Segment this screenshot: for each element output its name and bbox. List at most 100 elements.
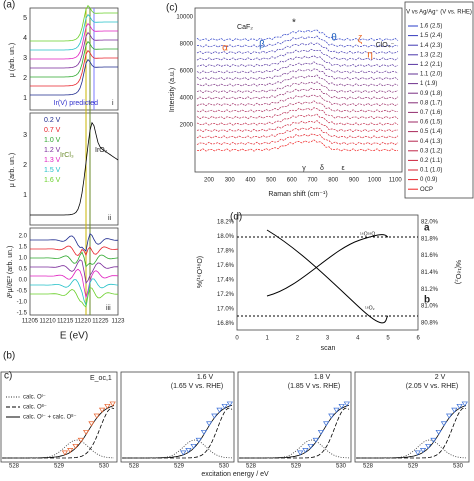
marker — [430, 437, 437, 443]
component — [122, 439, 233, 459]
tick-label: 3 — [23, 132, 27, 139]
tick-label: 0.5 — [19, 267, 28, 273]
spectrum — [30, 31, 118, 69]
y-label: ∂²μ/∂E² (arb. un.) — [7, 246, 14, 299]
tick-label: 4 — [23, 35, 27, 42]
tick-label: 17.6% — [217, 263, 235, 269]
legend-entry: OCP — [420, 187, 433, 193]
legend-entry: 0.8 (1.7) — [420, 100, 442, 106]
curve — [266, 229, 389, 324]
y-label: %(¹⁶O¹⁸O) — [197, 256, 204, 288]
tick-label: 1123 — [112, 319, 126, 325]
y-label: Intensity (a.u.) — [169, 68, 176, 112]
spectrum — [30, 49, 118, 87]
tick-label: 528 — [246, 464, 257, 470]
tick-label: 530 — [219, 464, 230, 470]
component — [239, 439, 350, 459]
tick-label: 530 — [453, 464, 464, 470]
tick-label: 81.0% — [421, 304, 439, 310]
marker — [414, 450, 421, 456]
marker — [180, 450, 187, 456]
tick-label: 3 — [326, 336, 330, 342]
sub-label: iii — [106, 305, 111, 312]
legend-entry: 0.9 (1.8) — [420, 91, 442, 97]
legend-entry: 1.3 V — [44, 157, 61, 164]
marker — [93, 413, 100, 419]
peak-label: θ — [331, 33, 337, 44]
tick-label: 800 — [328, 178, 339, 184]
marker — [297, 450, 304, 456]
spectrum — [196, 55, 399, 68]
spectrum — [196, 29, 399, 42]
marker — [216, 407, 223, 413]
spectrum — [196, 42, 399, 55]
legend-entry: calc. Oᴵ⁻ + calc. Oᴵᴵ⁻ — [23, 414, 77, 421]
spectrum — [196, 113, 399, 126]
tick-label: 528 — [129, 464, 140, 470]
marker — [211, 413, 218, 419]
marker — [302, 448, 309, 454]
marker — [322, 421, 330, 427]
tick-label: 16.8% — [217, 321, 235, 327]
panel-label: (a) — [3, 0, 15, 11]
marker — [338, 403, 345, 409]
peak-label: δ — [320, 165, 324, 172]
marker — [83, 429, 90, 435]
panel-title: 2 V — [435, 374, 446, 381]
tick-label: 2 — [23, 75, 27, 82]
marker — [200, 429, 208, 435]
marker — [440, 421, 448, 427]
tick-label: 500 — [266, 178, 277, 184]
tick-label: 529 — [291, 464, 302, 470]
legend-entry: 0.3 (1.2) — [420, 148, 442, 154]
peak-label: ClO₄⁻ — [376, 42, 395, 49]
legend-entry: 0.7 V — [44, 127, 61, 134]
panel-subtitle: (1.65 V vs. RHE) — [171, 383, 224, 390]
marker — [72, 443, 79, 449]
marker — [104, 403, 111, 409]
tick-label: 5 — [386, 336, 390, 342]
panel-label: (c) — [166, 3, 178, 14]
tick-label: 1 — [266, 336, 270, 342]
legend-entry: 0.6 (1.5) — [420, 120, 442, 126]
marker — [343, 401, 350, 407]
marker — [61, 450, 69, 456]
tick-label: -1.5 — [17, 311, 28, 317]
tick-label: 17.2% — [217, 292, 235, 298]
tick-label: 80.8% — [421, 320, 439, 326]
marker — [67, 448, 74, 454]
tick-label: 11215 — [57, 319, 74, 325]
tick-label: 18.0% — [217, 234, 235, 240]
panel-subtitle: (1.85 V vs. RHE) — [288, 383, 341, 390]
tick-label: 11210 — [39, 319, 56, 325]
reference — [30, 121, 119, 216]
panel-title: 1.6 V — [197, 374, 214, 381]
tick-label: 400 — [245, 178, 256, 184]
legend-entry: 0.7 (1.6) — [420, 110, 442, 116]
marker — [190, 443, 197, 449]
tick-label: 530 — [336, 464, 347, 470]
marker — [445, 413, 453, 419]
legend-entry: 1.2 V — [44, 147, 61, 154]
spectrum — [196, 107, 399, 120]
spectrum — [30, 58, 118, 96]
legend-entry: 1.6 (2.5) — [420, 24, 442, 30]
spectrum — [196, 87, 399, 100]
spectrum — [196, 81, 399, 94]
tick-label: 900 — [349, 178, 360, 184]
tick-label: 1.5 — [19, 245, 28, 251]
legend-entry: 1.2 (2.1) — [420, 62, 442, 68]
tick-label: 300 — [225, 178, 236, 184]
marker — [317, 429, 325, 435]
legend-entry: 1.3 (2.2) — [420, 52, 442, 58]
legend-entry: 1.5 (2.4) — [420, 33, 442, 39]
tick-label: 528 — [9, 464, 20, 470]
marker — [77, 437, 84, 443]
spectrum — [196, 35, 399, 48]
tick-label: 700 — [307, 178, 318, 184]
legend-entry: 1.0 V — [44, 137, 61, 144]
spectrum — [196, 120, 399, 133]
tick-label: 11205 — [22, 319, 39, 325]
sub-label: i — [112, 100, 114, 107]
tick-label: 0.0 — [19, 278, 28, 284]
